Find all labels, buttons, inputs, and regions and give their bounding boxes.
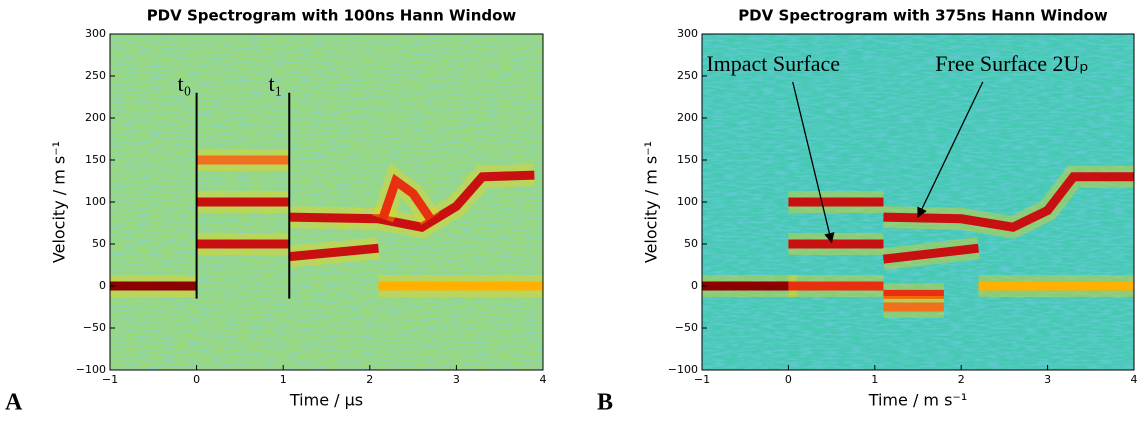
y-tick-label: 200 bbox=[677, 111, 698, 124]
x-tick-label: 0 bbox=[193, 373, 200, 386]
x-tick-label: 4 bbox=[1131, 373, 1137, 386]
y-tick-label: 250 bbox=[677, 69, 698, 82]
panel-label: B bbox=[597, 390, 613, 416]
y-axis-label: Velocity / m s⁻¹ bbox=[50, 141, 69, 263]
y-tick-label: 50 bbox=[92, 237, 106, 250]
chart-title: PDV Spectrogram with 375ns Hann Window bbox=[738, 7, 1108, 25]
x-tick-label: 0 bbox=[785, 373, 792, 386]
x-tick-label: 2 bbox=[958, 373, 965, 386]
x-tick-label: 3 bbox=[1044, 373, 1051, 386]
y-tick-label: 100 bbox=[677, 195, 698, 208]
y-axis-label: Velocity / m s⁻¹ bbox=[642, 141, 661, 263]
y-tick-label: 150 bbox=[85, 153, 106, 166]
x-tick-label: 1 bbox=[871, 373, 878, 386]
plot-texture bbox=[110, 34, 543, 370]
x-tick-label: 2 bbox=[366, 373, 373, 386]
x-tick-label: 1 bbox=[280, 373, 287, 386]
y-tick-label: 150 bbox=[677, 153, 698, 166]
plot-texture bbox=[702, 34, 1134, 370]
y-tick-label: 300 bbox=[677, 27, 698, 40]
y-tick-label: 200 bbox=[85, 111, 106, 124]
x-tick-label: 4 bbox=[540, 373, 547, 386]
annotation: Free Surface 2Uₚ bbox=[935, 51, 1089, 76]
x-axis-label: Time / m s⁻¹ bbox=[868, 391, 968, 410]
annotation: Impact Surface bbox=[706, 51, 840, 76]
y-tick-label: −50 bbox=[83, 321, 106, 334]
y-tick-label: 100 bbox=[85, 195, 106, 208]
annotation: t₁ bbox=[268, 71, 282, 96]
panel-label: A bbox=[5, 390, 23, 416]
y-tick-label: −100 bbox=[668, 363, 698, 376]
y-tick-label: 0 bbox=[99, 279, 106, 292]
y-tick-label: 300 bbox=[85, 27, 106, 40]
y-tick-label: 50 bbox=[684, 237, 698, 250]
y-tick-label: 0 bbox=[691, 279, 698, 292]
y-tick-label: −50 bbox=[675, 321, 698, 334]
chart-title: PDV Spectrogram with 100ns Hann Window bbox=[147, 7, 517, 25]
x-tick-label: 3 bbox=[453, 373, 460, 386]
y-tick-label: 250 bbox=[85, 69, 106, 82]
y-tick-label: −100 bbox=[76, 363, 106, 376]
annotation: t₀ bbox=[178, 71, 192, 96]
x-axis-label: Time / μs bbox=[289, 391, 363, 410]
